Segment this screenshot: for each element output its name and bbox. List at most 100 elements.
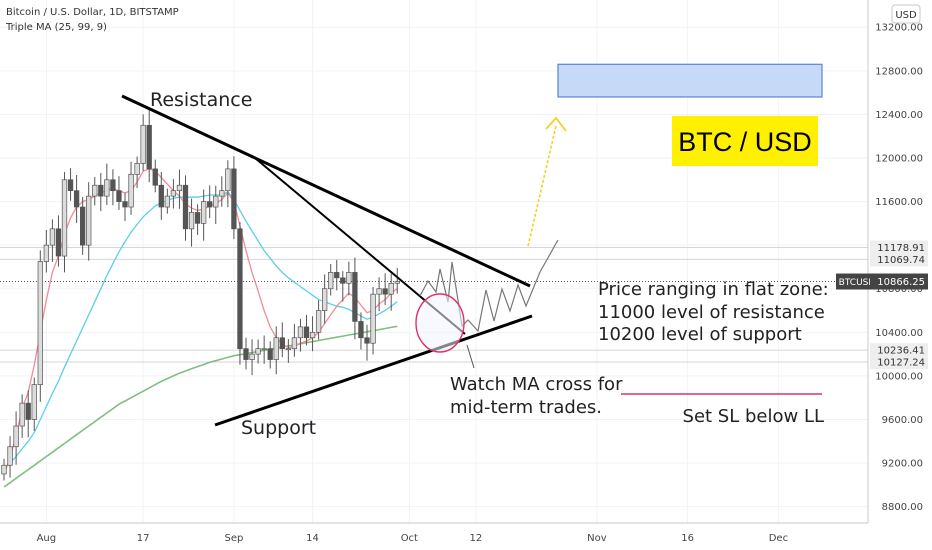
- current-price-text: 10866.25: [877, 277, 925, 288]
- y-tick-label: 12800.00: [875, 66, 923, 77]
- support-line[interactable]: [214, 314, 533, 427]
- symbol-badge: [836, 273, 878, 290]
- candle-body: [73, 190, 80, 208]
- candle-body: [158, 184, 164, 208]
- candle-body: [322, 288, 328, 311]
- arrow-head-icon: [545, 116, 567, 132]
- ranging-text-2: 11000 level of resistance: [598, 302, 825, 323]
- candle-body: [104, 179, 110, 197]
- title-box-text: BTC / USD: [678, 127, 812, 157]
- candle-body: [176, 184, 183, 192]
- candle-body: [7, 446, 13, 466]
- candle-body: [194, 212, 201, 224]
- candle-body: [243, 348, 249, 360]
- candle-body: [110, 179, 116, 192]
- candle-body: [225, 168, 231, 192]
- y-tick-label: 10000.00: [875, 371, 923, 382]
- candle-body: [31, 384, 37, 420]
- candle-body: [49, 228, 56, 246]
- ranging-text-1: Price ranging in flat zone:: [598, 279, 829, 300]
- y-tick-label: 12400.00: [875, 110, 923, 121]
- ranging-text-3: 10200 level of support: [598, 324, 802, 345]
- y-tick-label: 12000.00: [875, 153, 923, 164]
- projected-path: [419, 239, 559, 333]
- candle-body: [231, 168, 237, 230]
- candle-body: [25, 402, 31, 420]
- candle-body: [201, 201, 207, 224]
- x-tick-label: 17: [137, 533, 150, 544]
- candle-body: [98, 184, 104, 197]
- candle-body: [315, 310, 322, 333]
- ma99-line: [3, 325, 398, 488]
- title-box: [672, 116, 818, 166]
- y-tick-label: 13200.00: [875, 23, 923, 34]
- price-badge-text: 11178.91: [877, 243, 925, 254]
- candle-body: [182, 184, 189, 230]
- candle-body: [261, 348, 267, 351]
- symbol-badge-text: BTCUSD: [839, 278, 876, 288]
- candle-body: [352, 272, 358, 322]
- candle-body: [340, 277, 346, 284]
- ma-cross-ellipse[interactable]: [415, 293, 465, 353]
- price-badge: [870, 355, 928, 370]
- y-tick-label: 9600.00: [882, 415, 923, 426]
- candle-body: [116, 190, 122, 202]
- x-tick-label: 14: [306, 533, 319, 544]
- x-tick-label: Nov: [587, 533, 607, 544]
- currency-button[interactable]: USD: [891, 4, 921, 24]
- candle-body: [86, 195, 92, 246]
- resistance-label: Resistance: [150, 89, 252, 111]
- candle-body: [279, 337, 285, 350]
- x-tick-label: 12: [470, 533, 483, 544]
- candle-body: [140, 124, 146, 164]
- candle-body: [207, 201, 213, 208]
- candle-body: [394, 281, 400, 284]
- candle-body: [364, 337, 370, 344]
- x-tick-label: Sep: [224, 533, 243, 544]
- ma-cross-text-2: mid-term trades.: [450, 397, 602, 418]
- candle-body: [134, 163, 140, 175]
- target-zone-box[interactable]: [557, 63, 823, 98]
- annotation-texts: Resistance Support Price ranging in flat…: [150, 89, 829, 439]
- support-label: Support: [241, 417, 316, 439]
- candle-body: [1, 464, 7, 475]
- candle-body: [188, 212, 195, 230]
- candle-body: [122, 201, 128, 208]
- y-tick-label: 9200.00: [882, 459, 923, 470]
- candle-body: [13, 425, 19, 448]
- candle-body: [237, 228, 243, 350]
- candle-body: [267, 348, 273, 360]
- price-badge-text: 11069.74: [877, 255, 925, 266]
- candle-body: [170, 190, 177, 197]
- symbol-title[interactable]: Bitcoin / U.S. Dollar, 1D, BITSTAMP: [6, 7, 179, 18]
- x-tick-label: Dec: [769, 533, 788, 544]
- ma-cross-text-1: Watch MA cross for: [450, 374, 623, 395]
- candle-body: [55, 228, 62, 257]
- candle-body: [67, 179, 74, 192]
- x-tick-label: Oct: [401, 533, 418, 544]
- candle-body: [291, 337, 298, 350]
- candle-body: [255, 348, 261, 355]
- price-axis[interactable]: 8800.00 9200.00 9600.00 10000.00 10400.00 108…: [836, 0, 932, 550]
- candle-body: [37, 261, 43, 385]
- y-tick-label: 10400.00: [875, 328, 923, 339]
- candle-body: [152, 168, 158, 186]
- candle-body: [309, 331, 316, 339]
- x-tick-label: Aug: [37, 533, 57, 544]
- candle-body: [297, 326, 304, 339]
- time-axis[interactable]: Aug 17 Sep 14 Oct 12 Nov 16 Dec: [0, 522, 868, 544]
- price-badge-text: 10236.41: [877, 346, 925, 357]
- y-tick-label: 10800.00: [875, 284, 923, 295]
- candle-body: [128, 173, 134, 208]
- breakout-arrow[interactable]: [527, 125, 557, 247]
- x-tick-label: 16: [681, 533, 694, 544]
- candle-body: [43, 244, 49, 262]
- resistance-line[interactable]: [121, 94, 531, 288]
- candle-body: [346, 272, 352, 284]
- price-badge: [870, 252, 928, 267]
- price-badge: [870, 240, 928, 255]
- moving-averages: [3, 168, 398, 488]
- indicator-title[interactable]: Triple MA (25, 99, 9): [5, 22, 107, 33]
